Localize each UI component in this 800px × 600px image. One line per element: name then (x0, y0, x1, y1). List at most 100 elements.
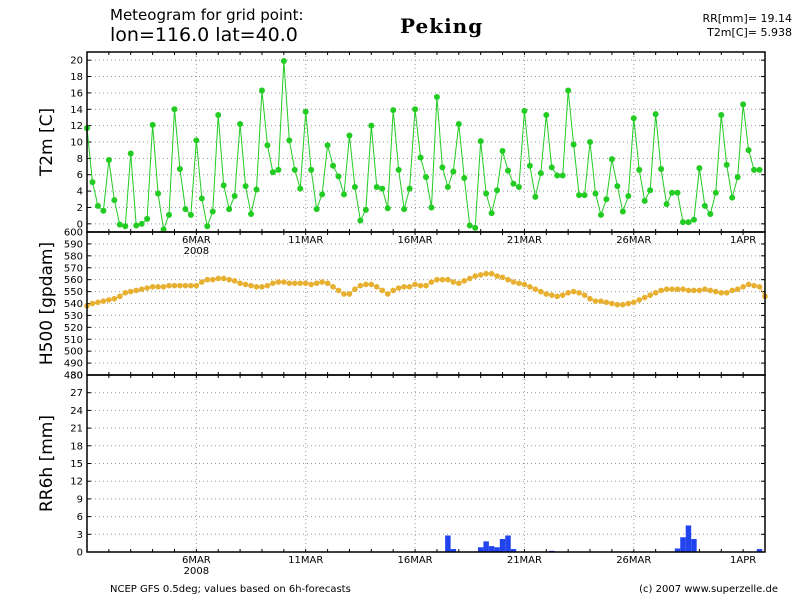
y-tick-label: 580 (64, 251, 83, 262)
data-point (94, 202, 101, 209)
data-point (111, 197, 118, 204)
data-point (95, 299, 101, 306)
data-point (439, 276, 446, 283)
data-point (516, 280, 522, 287)
data-point (166, 211, 173, 218)
data-point (619, 208, 626, 215)
data-point (204, 223, 211, 230)
data-point (297, 185, 304, 192)
y-tick-label: 570 (64, 263, 83, 274)
data-point (390, 107, 397, 114)
data-point (199, 279, 205, 285)
year-label: 2008 (184, 246, 209, 257)
data-point (368, 122, 375, 129)
data-point (270, 280, 276, 287)
data-point (641, 294, 648, 301)
data-point (696, 287, 703, 294)
data-point (679, 219, 686, 226)
data-point (702, 286, 708, 293)
data-point (105, 157, 112, 163)
data-point (723, 289, 730, 296)
data-point (685, 219, 692, 226)
data-point (215, 112, 222, 118)
y-axis-label: RR6h [mm] (37, 415, 57, 512)
data-point (745, 281, 752, 288)
panel-frame (86, 374, 766, 553)
data-point (734, 174, 741, 181)
rain-bar (494, 547, 500, 552)
data-point (696, 165, 703, 172)
data-point (362, 206, 369, 213)
title-line-1: Meteogram for grid point: (110, 6, 304, 24)
data-point (171, 282, 178, 289)
y-tick-label: 0 (77, 219, 83, 230)
data-point (100, 207, 107, 214)
data-point (149, 284, 156, 290)
data-point (335, 287, 342, 294)
data-point (144, 285, 150, 291)
data-point (756, 166, 763, 173)
data-point (242, 281, 249, 288)
data-point (461, 278, 468, 284)
y-tick-label: 490 (64, 359, 83, 370)
rr-total: RR[mm]= 19.14 (702, 12, 792, 25)
data-point (444, 184, 451, 190)
data-point (603, 196, 610, 203)
x-tick-label: 1APR (730, 235, 756, 246)
data-point (176, 166, 183, 172)
data-point (488, 210, 495, 217)
data-point (209, 208, 216, 215)
data-point (603, 299, 610, 306)
y-tick-label: 3 (77, 530, 83, 541)
data-point (346, 291, 353, 297)
data-point (330, 162, 337, 169)
data-point (395, 166, 402, 173)
data-point (669, 286, 675, 293)
data-point (182, 206, 189, 213)
data-point (756, 284, 763, 290)
data-point (669, 189, 676, 196)
data-point (417, 282, 424, 289)
rain-bar (450, 549, 457, 552)
data-point (527, 284, 533, 290)
x-tick-label: 11MAR (288, 555, 323, 566)
data-point (352, 286, 358, 293)
data-point (499, 148, 506, 154)
y-tick-label: 480 (64, 371, 83, 382)
data-point (614, 301, 621, 308)
y-tick-label: 500 (64, 347, 83, 358)
y-tick-label: 530 (64, 311, 83, 322)
y-axis-label: T2m [C] (37, 108, 57, 177)
data-point (434, 276, 440, 283)
data-point (647, 292, 653, 298)
data-point (231, 278, 238, 284)
data-point (450, 279, 457, 285)
rain-bar (477, 547, 484, 552)
data-point (570, 288, 577, 295)
data-point (89, 300, 96, 307)
data-point (554, 172, 561, 179)
data-point (357, 282, 364, 289)
data-point (308, 281, 314, 288)
data-point (313, 280, 320, 287)
data-point (220, 182, 227, 189)
data-point (559, 172, 566, 179)
data-point (751, 166, 758, 173)
data-point (160, 284, 167, 290)
data-point (559, 292, 566, 298)
y-tick-label: 520 (64, 323, 83, 334)
y-tick-label: 0 (77, 548, 83, 559)
data-point (483, 270, 489, 277)
data-point (488, 270, 495, 277)
data-point (609, 300, 615, 307)
data-point (691, 287, 697, 294)
data-point (220, 275, 227, 282)
data-point (133, 287, 140, 294)
data-point (346, 132, 353, 139)
data-point (532, 193, 539, 200)
data-point (625, 193, 632, 199)
data-point (701, 202, 708, 209)
data-point (177, 282, 183, 289)
rain-bar (691, 539, 697, 552)
